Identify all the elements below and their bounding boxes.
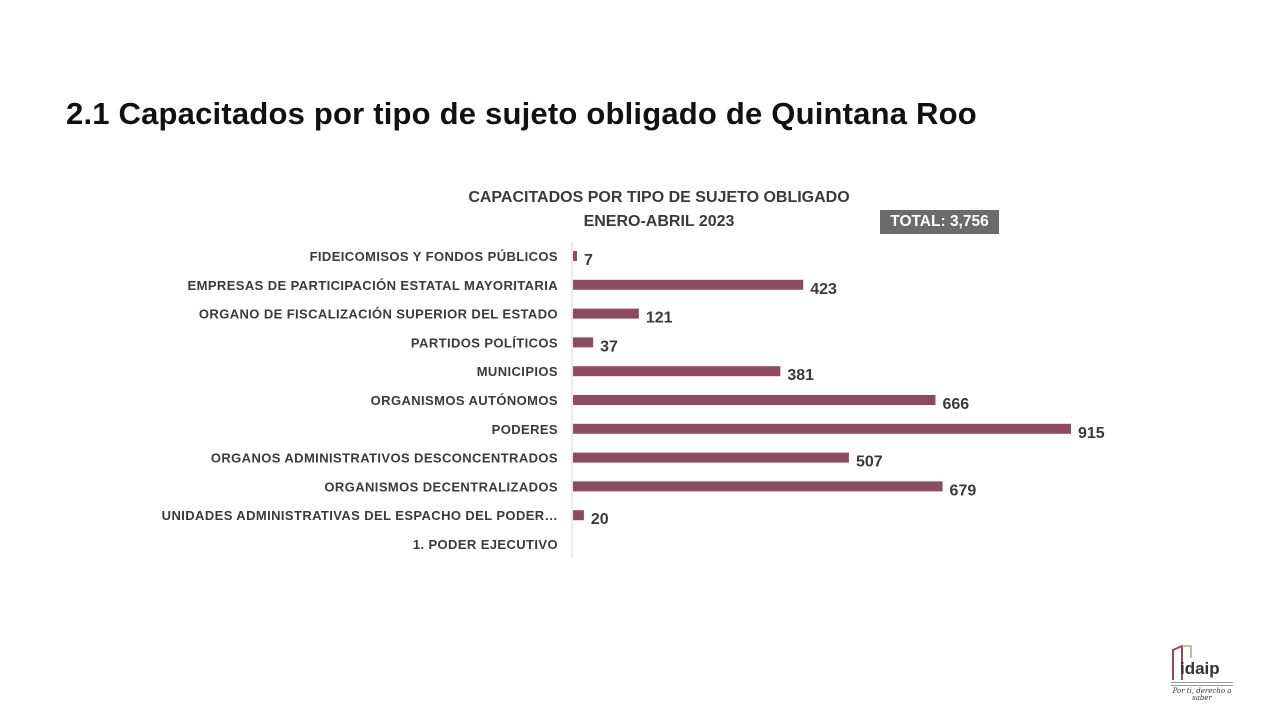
data-label: 666 <box>942 396 969 413</box>
category-label: FIDEICOMISOS Y FONDOS PÚBLICOS <box>310 249 558 264</box>
bar <box>573 251 577 261</box>
category-label: PARTIDOS POLÍTICOS <box>411 335 558 350</box>
page-title: 2.1 Capacitados por tipo de sujeto oblig… <box>66 96 977 131</box>
category-label: 1. PODER EJECUTIVO <box>413 537 558 552</box>
category-label: EMPRESAS DE PARTICIPACIÓN ESTATAL MAYORI… <box>188 278 559 293</box>
category-label: ORGANOS ADMINISTRATIVOS DESCONCENTRADOS <box>211 451 558 466</box>
logo-rule <box>1171 685 1233 686</box>
category-label: MUNICIPIOS <box>477 364 558 379</box>
bar <box>573 510 584 521</box>
category-label: PODERES <box>492 422 558 437</box>
chart-title: CAPACITADOS POR TIPO DE SUJETO OBLIGADO <box>468 189 850 206</box>
idaip-logo: idaip Por ti, derecho a saber <box>1170 644 1234 704</box>
total-badge: TOTAL: 3,756 <box>880 210 999 234</box>
bar <box>573 337 594 348</box>
data-label: 121 <box>646 310 673 327</box>
data-label: 679 <box>950 482 977 499</box>
category-label: UNIDADES ADMINISTRATIVAS DEL ESPACHO DEL… <box>162 508 558 523</box>
category-label: ORGANISMOS DECENTRALIZADOS <box>324 479 558 494</box>
data-label: 507 <box>856 454 883 471</box>
bar <box>573 452 849 463</box>
data-label: 381 <box>787 367 814 384</box>
bar <box>573 481 943 492</box>
category-label: ORGANISMOS AUTÓNOMOS <box>371 393 558 408</box>
bar <box>573 395 936 405</box>
data-label: 20 <box>591 511 609 528</box>
logo-tagline: Por ti, derecho a saber <box>1172 687 1232 702</box>
bar <box>573 423 1071 434</box>
logo-mark-icon <box>1172 644 1192 680</box>
bar <box>573 308 639 319</box>
chart-subtitle: ENERO-ABRIL 2023 <box>583 213 735 230</box>
data-label: 915 <box>1078 425 1105 442</box>
data-label: 37 <box>600 338 618 355</box>
category-label: ORGANO DE FISCALIZACIÓN SUPERIOR DEL EST… <box>199 307 558 322</box>
bar <box>573 366 781 377</box>
data-label: 423 <box>810 281 837 298</box>
logo-text: idaip <box>1180 659 1220 678</box>
logo-rule <box>1171 682 1233 683</box>
bar <box>573 279 804 290</box>
data-label: 7 <box>584 252 593 269</box>
